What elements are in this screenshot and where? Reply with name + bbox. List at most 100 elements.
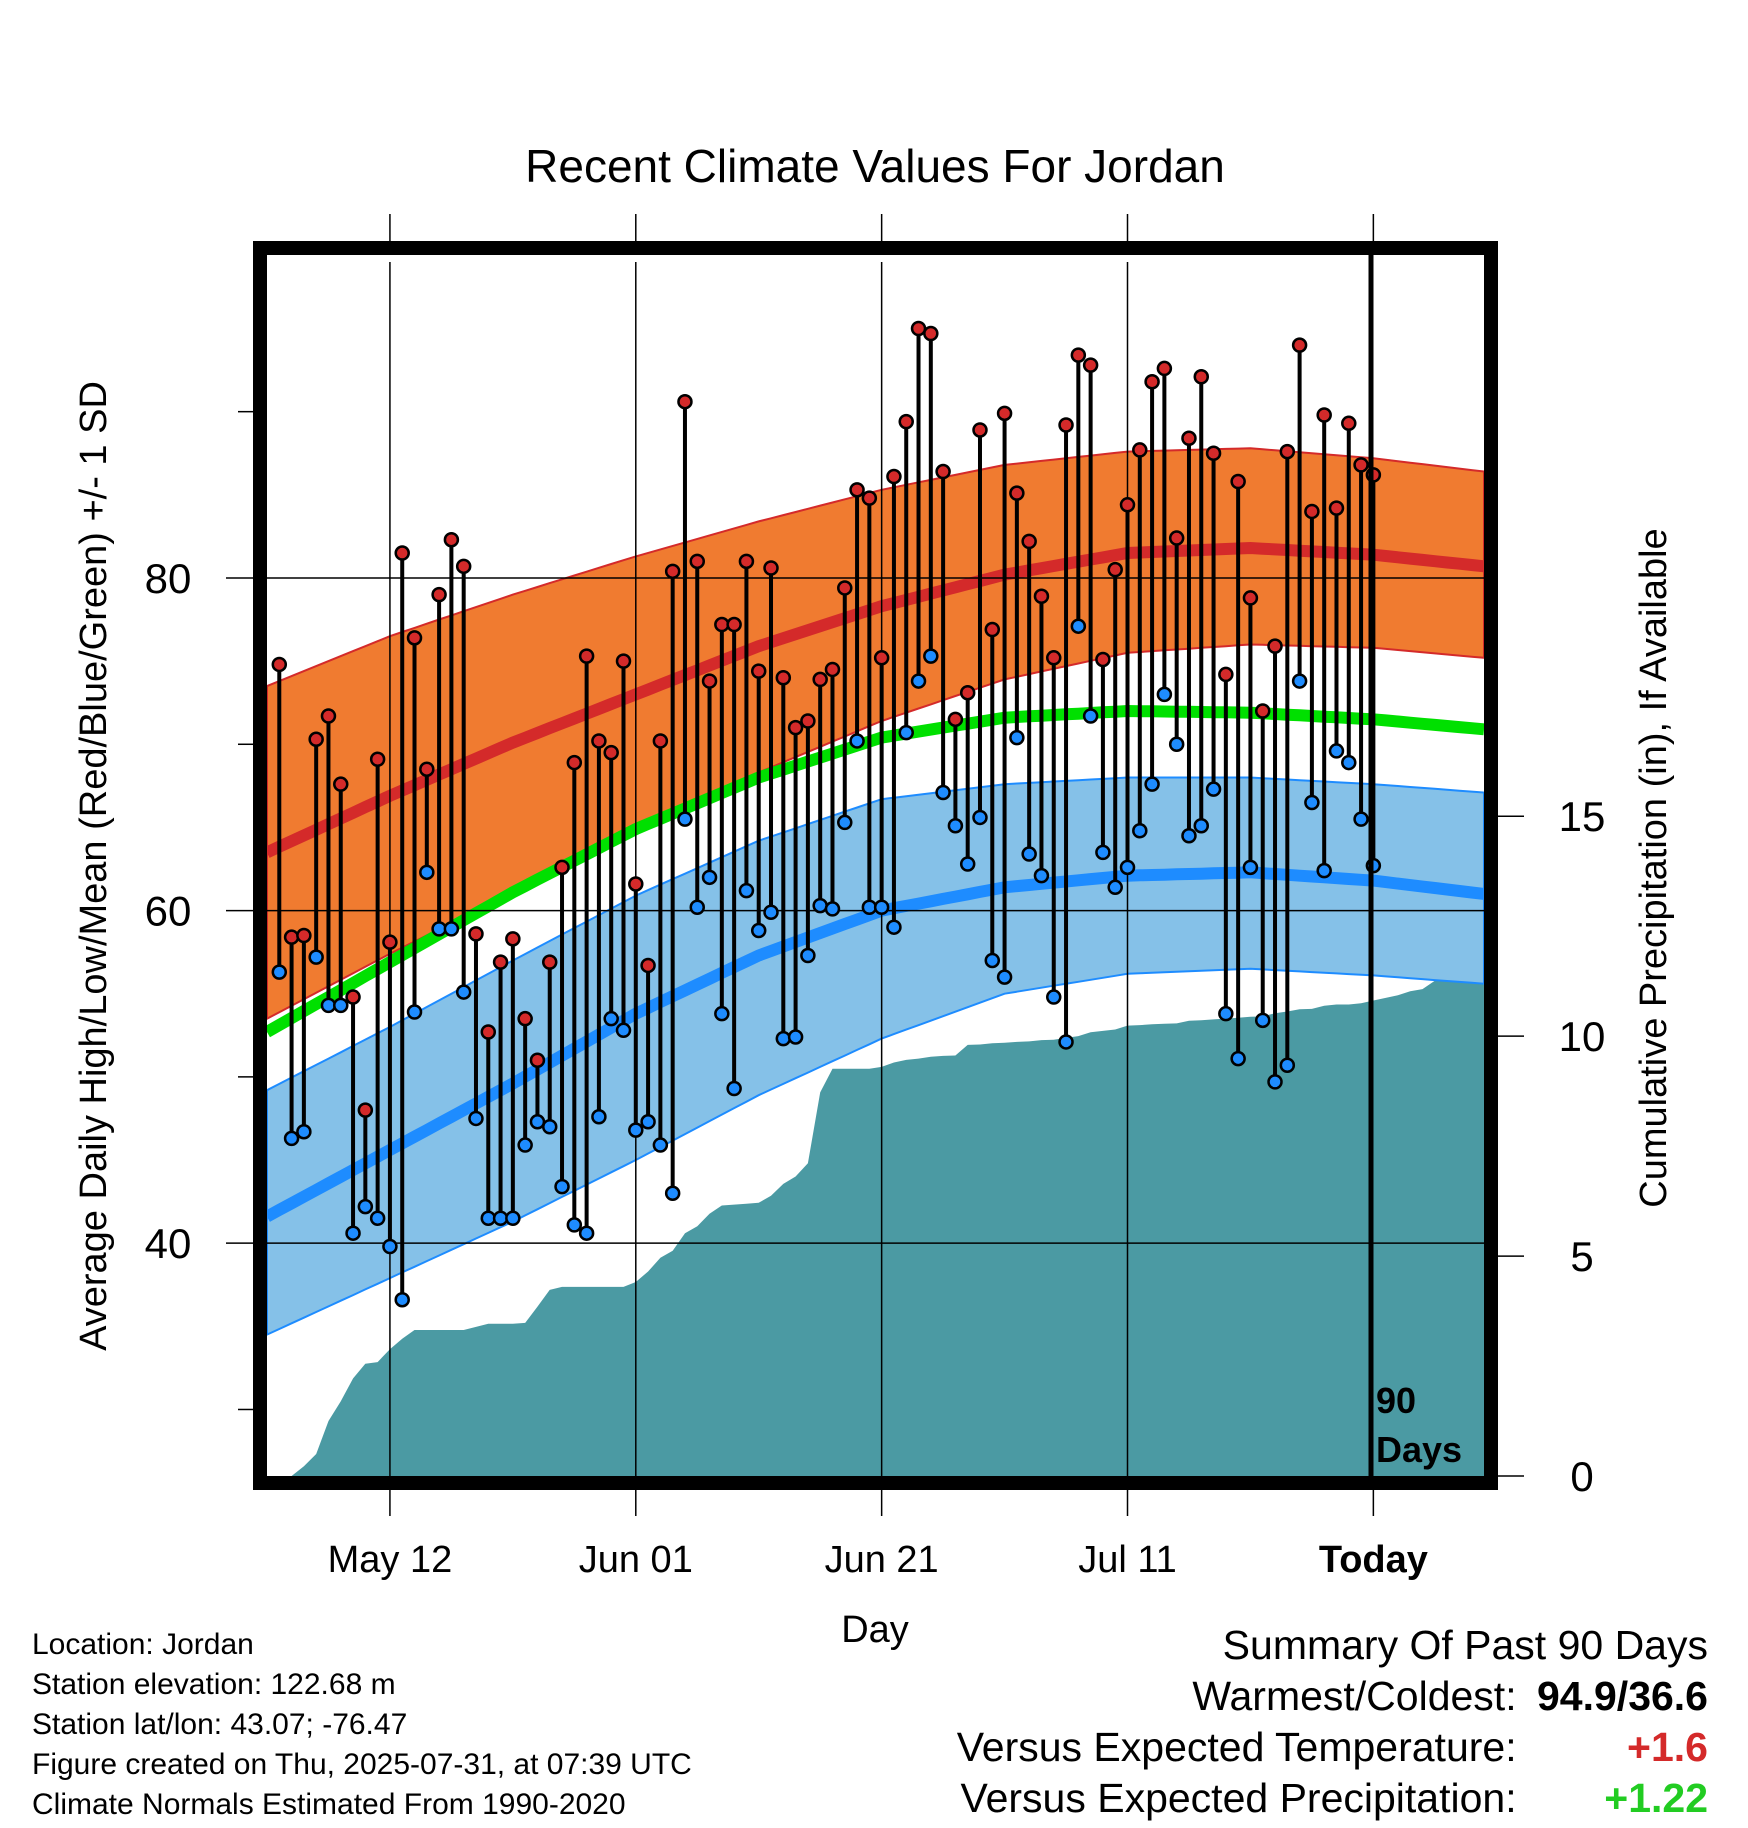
daily-high-point [972,422,988,438]
temp-anomaly-row: Versus Expected Temperature: +1.6 [957,1722,1708,1773]
y-axis-left: 40 60 80 [145,410,253,1411]
warmest-coldest-label: Warmest/Coldest: [1192,1673,1517,1719]
daily-high-point [1045,650,1062,666]
daily-high-point [345,989,361,1005]
daily-low-point [1119,859,1136,876]
daily-low-point [824,901,841,917]
plot-frame [253,241,1498,1490]
daily-low-point [1058,1034,1074,1050]
normals-layer [264,447,1485,1337]
daily-low-point [1156,686,1173,703]
daily-low-point [283,1130,300,1147]
precip-anomaly-row: Versus Expected Precipitation: +1.22 [957,1773,1709,1824]
daily-low-point [677,811,693,827]
daily-low-point [1267,1074,1283,1090]
daily-high-point [800,713,816,729]
daily-high-point [1193,368,1210,385]
daily-low-point [910,673,927,689]
daily-high-point [837,580,853,596]
normals-line: Climate Normals Estimated From 1990-2020 [32,1788,626,1821]
daily-high-point [1230,473,1246,490]
daily-low-point [947,818,964,834]
x-axis-label: Day [841,1609,909,1651]
temp-anomaly-value: +1.6 [1627,1724,1708,1770]
daily-high-point [1353,457,1369,473]
daily-low-point [1242,859,1259,876]
daily-high-point [1218,666,1234,683]
y-left-tick-label: 80 [145,555,192,602]
daily-low-point [554,1178,570,1195]
y-left-tick-label: 60 [145,888,192,935]
daily-low-point [1132,823,1148,839]
mean-line [264,704,1485,1038]
daily-low-point [1107,879,1123,896]
daily-high-point [1242,590,1259,606]
daily-low-point [333,997,349,1014]
daily-high-point [419,761,435,777]
daily-high-point [1156,360,1173,377]
daily-low-point [357,1198,374,1215]
daily-low-point [1082,708,1099,724]
daily-high-point [935,463,951,480]
daily-high-point [1328,500,1345,516]
daily-high-point [664,563,681,580]
daily-high-point [886,468,902,485]
daily-low-point [738,882,755,899]
y-axis-right: 0 5 10 15 [1498,793,1605,1500]
daily-high-point [1107,561,1123,578]
daily-low-point [1193,818,1210,834]
daily-low-point [787,1029,804,1045]
daily-high-point [1341,415,1357,432]
daily-high-point [431,586,447,603]
daily-high-point [296,927,312,944]
daily-low-point [382,1238,398,1255]
daily-high-point [369,751,386,767]
daily-low-point [468,1110,484,1127]
daily-low-point [419,864,435,881]
daily-high-point [996,405,1013,422]
low-mean-line [264,866,1485,1222]
daily-low-point [1218,1005,1234,1022]
precip-anomaly-value: +1.22 [1604,1775,1708,1821]
precip-anomaly-label: Versus Expected Precipitation: [960,1775,1517,1821]
daily-low-point [517,1137,533,1153]
daily-low-point [578,1225,595,1241]
daily-high-point [517,1010,533,1027]
temp-anomaly-label: Versus Expected Temperature: [956,1724,1517,1770]
latlon-line: Station lat/lon: 43.07; -76.47 [32,1708,408,1741]
daily-high-point [541,954,558,970]
x-tick-label: Jun 01 [579,1539,693,1581]
daily-high-point [1119,497,1136,513]
daily-high-point [1058,417,1074,433]
daily-high-point [529,1052,546,1068]
daily-high-point [1279,443,1296,460]
daily-low-point [640,1114,656,1130]
daily-low-point [898,724,914,741]
daily-low-point [1205,781,1222,797]
daily-low-point [972,809,988,826]
daily-low-point [529,1114,546,1130]
daily-low-point [652,1137,669,1153]
daily-high-point [492,954,509,970]
daily-high-point [480,1024,497,1040]
daily-low-point [1328,743,1345,759]
y-right-tick-label: 0 [1570,1453,1593,1500]
daily-low-point [849,733,865,749]
today-days-number: 90 [1376,1380,1416,1421]
daily-low-point [271,964,288,980]
daily-high-point [984,621,1001,638]
daily-high-point [1316,407,1332,423]
y-axis-right-label: Cumulative Precipitation (in), If Availa… [1633,528,1675,1207]
daily-low-point [1144,776,1160,792]
precip-layer [267,968,1484,1476]
plot-area: 90 Days [253,241,1498,1490]
daily-low-point [1070,618,1087,634]
daily-high-point [701,673,718,689]
daily-low-point [1230,1050,1246,1067]
daily-low-point [837,814,853,831]
daily-low-point [689,899,706,915]
x-axis: May 12 Jun 01 Jun 21 Jul 11 Today [328,214,1428,1581]
elevation-line: Station elevation: 122.68 m [32,1668,396,1701]
daily-low-point [935,784,951,801]
daily-high-point [578,648,595,664]
